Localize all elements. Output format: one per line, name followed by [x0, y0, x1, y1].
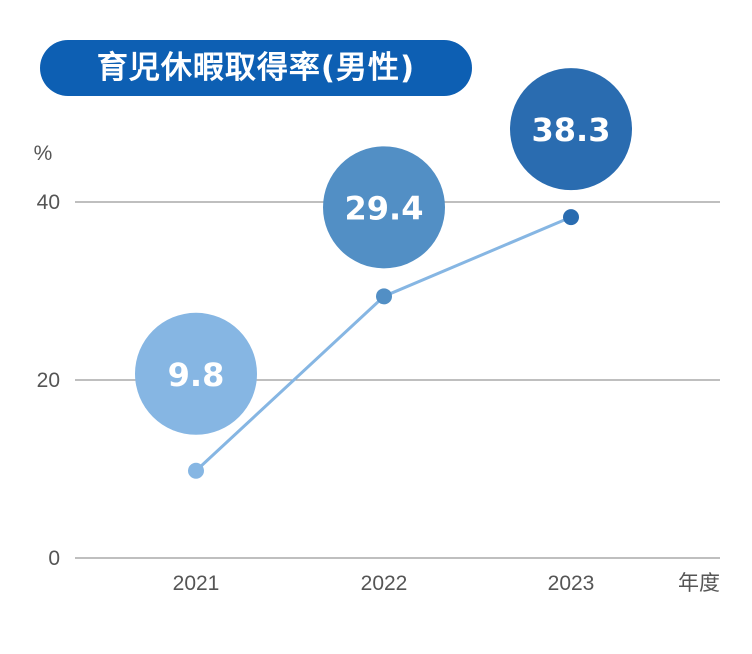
x-tick-label-2022: 2022	[361, 572, 408, 595]
data-label-2022: 29.4	[345, 189, 424, 227]
x-tick-label-2023: 2023	[548, 572, 595, 595]
y-tick-label-20: 20	[37, 369, 60, 392]
data-point-2023	[563, 209, 579, 226]
x-axis-label: 年度	[678, 572, 720, 595]
y-tick-label-0: 0	[48, 547, 60, 570]
data-label-2023: 38.3	[532, 111, 611, 149]
x-tick-label-2021: 2021	[173, 572, 220, 595]
data-label-2021: 9.8	[168, 356, 225, 394]
y-axis-unit-label: %	[34, 142, 53, 165]
y-tick-label-40: 40	[37, 191, 60, 214]
value-bubble-2021	[135, 312, 257, 435]
value-bubble-2023	[510, 68, 632, 191]
chart-title-badge: 育児休暇取得率(男性)	[40, 40, 472, 96]
data-point-2021	[188, 462, 204, 479]
chart-title: 育児休暇取得率(男性)	[96, 50, 416, 86]
data-point-2022	[376, 288, 392, 305]
value-bubble-2022	[323, 146, 445, 269]
